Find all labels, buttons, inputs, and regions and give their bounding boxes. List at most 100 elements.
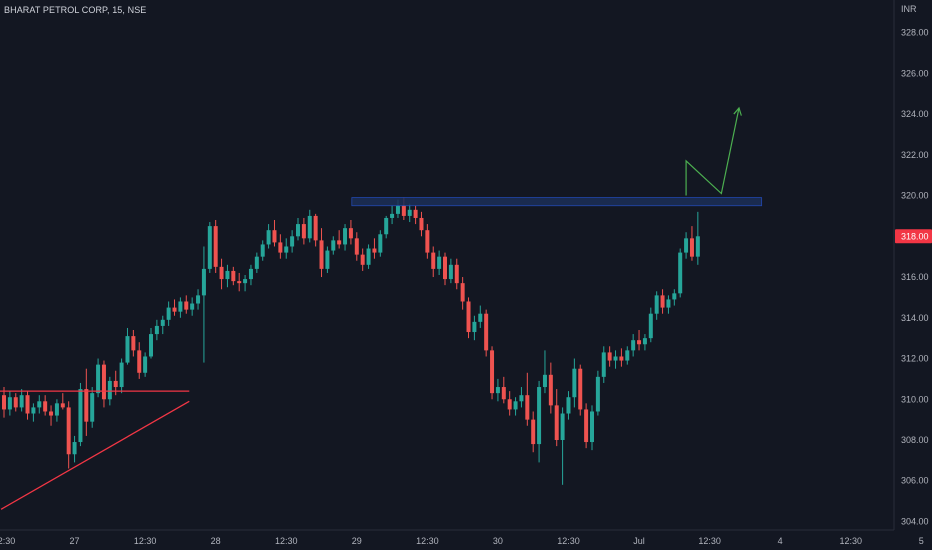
candle-body bbox=[584, 409, 589, 443]
candle bbox=[437, 250, 442, 275]
candle-body bbox=[448, 264, 453, 280]
candle bbox=[154, 319, 159, 341]
candle-body bbox=[13, 397, 18, 408]
candle-body bbox=[431, 252, 436, 269]
candle bbox=[101, 360, 106, 408]
candle-body bbox=[572, 368, 577, 398]
candle bbox=[648, 307, 653, 343]
candle bbox=[531, 411, 536, 453]
candle-body bbox=[149, 334, 153, 357]
candle-body bbox=[654, 295, 659, 314]
candle-body bbox=[695, 236, 700, 257]
candle bbox=[595, 370, 600, 416]
candle bbox=[66, 401, 71, 469]
candle-body bbox=[137, 350, 142, 373]
candle bbox=[419, 211, 424, 237]
projection-path-drawing[interactable] bbox=[685, 107, 740, 196]
candle bbox=[454, 258, 459, 290]
candle bbox=[37, 395, 42, 414]
candle-body bbox=[319, 240, 324, 269]
candle-body bbox=[360, 254, 365, 265]
candle-body bbox=[619, 356, 624, 361]
candle bbox=[219, 258, 224, 290]
candle-body bbox=[31, 407, 36, 414]
price-tick-label: 326.00 bbox=[901, 68, 929, 78]
time-tick-label: 4 bbox=[778, 536, 783, 546]
candle bbox=[407, 203, 412, 223]
candle-body bbox=[513, 401, 518, 410]
price-tick-label: 316.00 bbox=[901, 272, 929, 282]
candle bbox=[654, 291, 659, 320]
candle-body bbox=[390, 213, 395, 218]
price-tick-label: 328.00 bbox=[901, 28, 929, 38]
candle bbox=[190, 297, 195, 316]
candle bbox=[566, 391, 571, 420]
candle bbox=[196, 289, 201, 310]
candle-body bbox=[43, 401, 48, 412]
candle bbox=[460, 277, 465, 310]
candle bbox=[231, 266, 236, 286]
candle-body bbox=[213, 226, 218, 267]
candle-body bbox=[595, 376, 600, 412]
candle-body bbox=[372, 248, 377, 253]
candle-body bbox=[184, 301, 189, 310]
candle bbox=[495, 378, 500, 402]
candle-body bbox=[560, 413, 565, 440]
candle bbox=[619, 348, 624, 367]
candle-body bbox=[443, 256, 447, 280]
candle-body bbox=[684, 238, 689, 253]
candle-body bbox=[84, 389, 89, 422]
candle bbox=[337, 230, 342, 249]
candle bbox=[178, 297, 183, 318]
candle-body bbox=[348, 228, 353, 239]
candle-body bbox=[478, 313, 483, 322]
price-axis[interactable]: INR 328.00 326.00 324.00 322.00 320.00 318.00… bbox=[901, 4, 929, 526]
candle-body bbox=[413, 209, 418, 218]
candle bbox=[207, 222, 212, 273]
currency-label: INR bbox=[901, 4, 917, 14]
candle-body bbox=[578, 368, 583, 410]
candle-body bbox=[454, 264, 459, 284]
candle-body bbox=[225, 270, 230, 280]
candle bbox=[542, 350, 547, 394]
candle bbox=[25, 391, 30, 420]
candle-body bbox=[131, 336, 136, 351]
candle-body bbox=[96, 364, 101, 394]
candle-body bbox=[290, 236, 295, 247]
candle-body bbox=[525, 395, 530, 420]
candle-body bbox=[519, 395, 524, 402]
candle bbox=[672, 289, 677, 306]
candle-body bbox=[331, 240, 336, 251]
last-price-badge-bg bbox=[895, 229, 932, 244]
drawing-annotations[interactable] bbox=[0, 106, 763, 510]
time-axis[interactable]: 12:30 27 12:30 28 12:30 29 12:30 30 12:30 Jul 12:3… bbox=[0, 536, 932, 546]
candle bbox=[378, 230, 383, 257]
candle-body bbox=[19, 395, 24, 408]
last-price-badge-label: 318.00 bbox=[901, 231, 929, 241]
candle-body bbox=[601, 352, 606, 377]
time-tick-label: Jul bbox=[633, 536, 645, 546]
candle-body bbox=[613, 356, 618, 361]
candle bbox=[443, 252, 447, 286]
trendline-drawing[interactable] bbox=[0, 400, 190, 510]
candle bbox=[678, 248, 683, 298]
candle bbox=[413, 205, 418, 225]
candle-body bbox=[384, 217, 389, 235]
candle bbox=[554, 389, 559, 447]
resistance-zone-rectangle[interactable] bbox=[351, 197, 763, 207]
time-tick-label: 12:30 bbox=[0, 536, 15, 546]
candle bbox=[448, 258, 453, 284]
candle bbox=[572, 358, 577, 408]
candle-body bbox=[154, 325, 159, 335]
candle-body bbox=[354, 238, 359, 255]
candle bbox=[331, 236, 336, 255]
candle-body bbox=[484, 313, 489, 351]
candle bbox=[548, 362, 553, 414]
candle bbox=[519, 387, 524, 408]
candle-body bbox=[531, 419, 536, 445]
candle bbox=[119, 358, 124, 394]
last-price-badge: 318.00 bbox=[895, 229, 932, 244]
candle bbox=[184, 295, 189, 314]
